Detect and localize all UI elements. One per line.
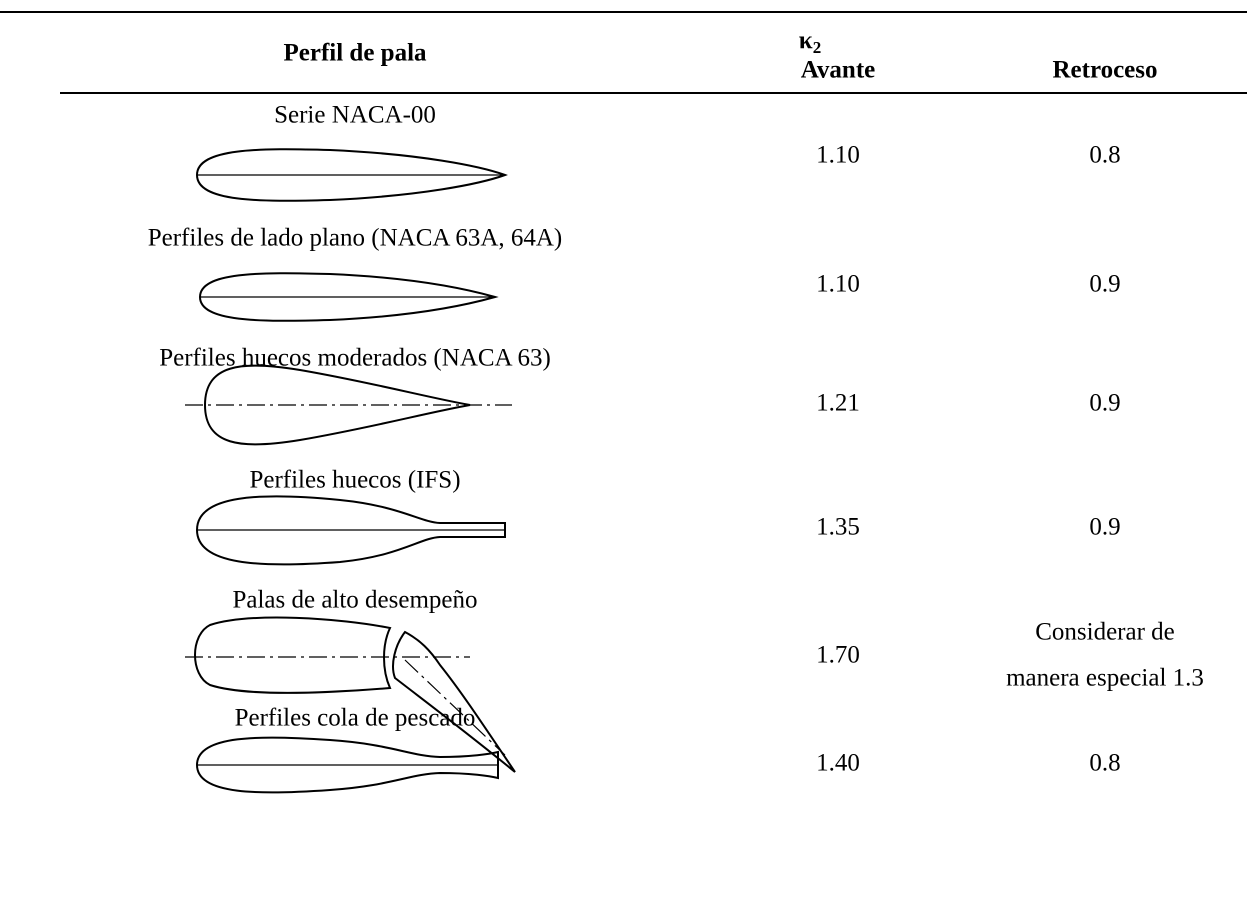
astern-value: manera especial 1.3	[1006, 665, 1204, 692]
astern-value: 0.9	[1089, 390, 1120, 417]
header-profile: Perfil de pala	[283, 40, 427, 67]
kappa-subscript: 2	[813, 38, 822, 57]
row-label: Perfiles huecos moderados (NACA 63)	[159, 345, 551, 372]
astern-value: Considerar de	[1035, 619, 1175, 646]
profile-drawings	[185, 148, 516, 794]
header-kappa: κ2	[799, 27, 821, 57]
ahead-value: 1.40	[816, 750, 860, 777]
astern-value: 0.9	[1089, 271, 1120, 298]
row-label: Palas de alto desempeño	[232, 587, 477, 614]
ahead-value: 1.21	[816, 390, 860, 417]
astern-value: 0.9	[1089, 514, 1120, 541]
row-label: Perfiles de lado plano (NACA 63A, 64A)	[148, 225, 563, 252]
row-label: Perfiles cola de pescado	[235, 705, 476, 732]
row-label: Serie NACA-00	[274, 102, 436, 129]
header-astern: Retroceso	[1052, 57, 1157, 84]
ahead-value: 1.70	[816, 642, 860, 669]
astern-value: 0.8	[1089, 750, 1120, 777]
ahead-value: 1.35	[816, 514, 860, 541]
astern-value: 0.8	[1089, 142, 1120, 169]
row-label: Perfiles huecos (IFS)	[249, 467, 460, 494]
kappa-symbol: κ	[799, 27, 813, 54]
header-ahead: Avante	[801, 57, 876, 84]
ahead-value: 1.10	[816, 271, 860, 298]
ahead-value: 1.10	[816, 142, 860, 169]
